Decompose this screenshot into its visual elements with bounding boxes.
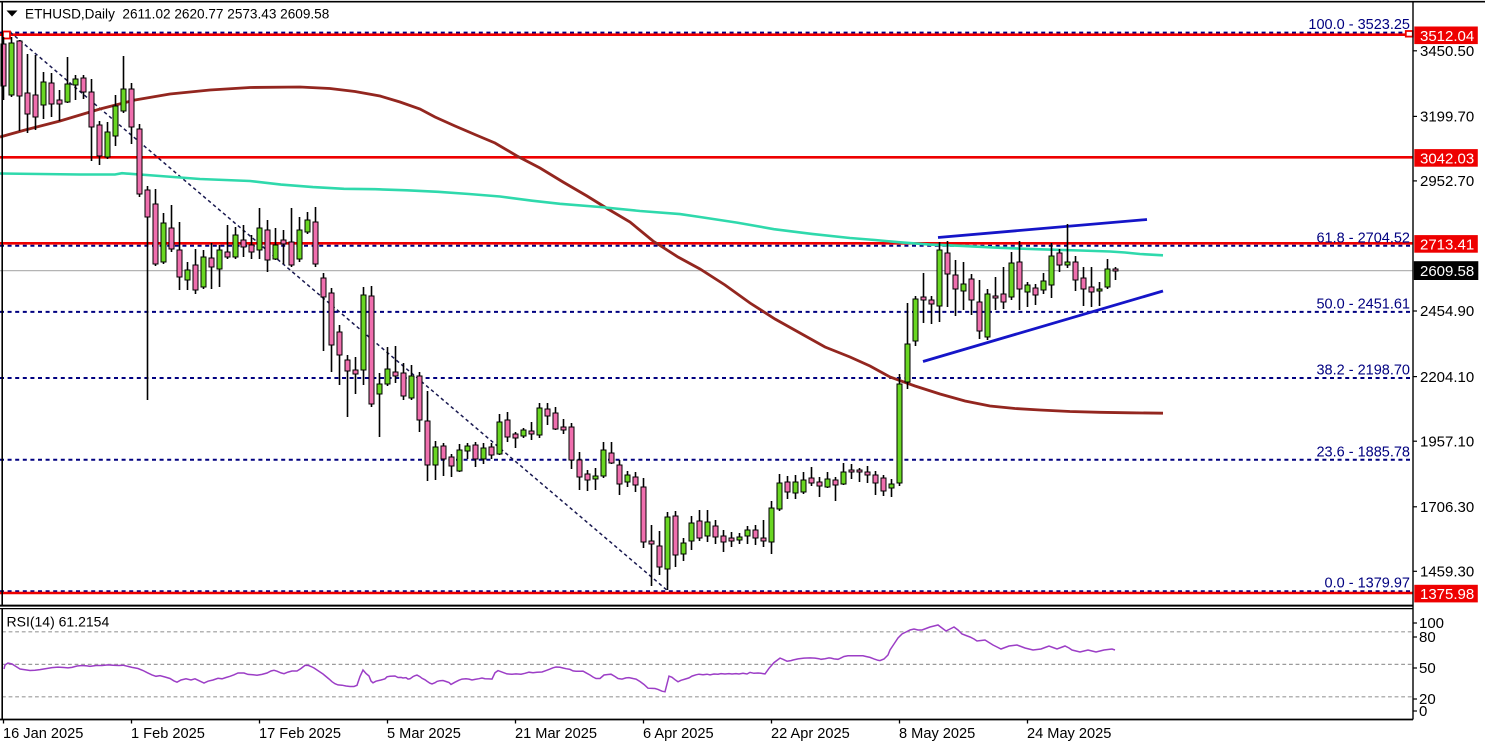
svg-text:2713.41: 2713.41 xyxy=(1420,237,1474,254)
svg-text:2609.58: 2609.58 xyxy=(1420,263,1474,280)
svg-text:3512.04: 3512.04 xyxy=(1420,28,1474,45)
svg-text:3042.03: 3042.03 xyxy=(1420,151,1474,168)
svg-text:1957.10: 1957.10 xyxy=(1420,433,1474,450)
svg-text:2454.90: 2454.90 xyxy=(1420,303,1474,320)
svg-text:6 Apr 2025: 6 Apr 2025 xyxy=(643,726,714,742)
svg-text:1459.30: 1459.30 xyxy=(1420,564,1474,581)
svg-text:80: 80 xyxy=(1419,629,1436,646)
svg-text:1375.98: 1375.98 xyxy=(1420,586,1474,603)
svg-text:24 May 2025: 24 May 2025 xyxy=(1027,726,1111,742)
svg-text:20: 20 xyxy=(1419,691,1436,708)
svg-text:1 Feb 2025: 1 Feb 2025 xyxy=(131,726,205,742)
svg-text:0.0 - 1379.97: 0.0 - 1379.97 xyxy=(1325,576,1410,592)
svg-text:2204.10: 2204.10 xyxy=(1420,369,1474,386)
svg-text:100: 100 xyxy=(1419,615,1444,632)
svg-text:5 Mar 2025: 5 Mar 2025 xyxy=(387,726,461,742)
svg-text:3450.50: 3450.50 xyxy=(1420,43,1474,60)
svg-text:100.0 - 3523.25: 100.0 - 3523.25 xyxy=(1308,17,1410,33)
svg-text:50: 50 xyxy=(1419,660,1436,677)
svg-text:17 Feb 2025: 17 Feb 2025 xyxy=(259,726,341,742)
svg-text:3199.70: 3199.70 xyxy=(1420,109,1474,126)
svg-text:RSI(14) 61.2154: RSI(14) 61.2154 xyxy=(7,614,110,630)
svg-text:1706.30: 1706.30 xyxy=(1420,499,1474,516)
svg-text:2952.70: 2952.70 xyxy=(1420,173,1474,190)
svg-text:23.6 - 1885.78: 23.6 - 1885.78 xyxy=(1316,444,1410,460)
svg-text:16 Jan 2025: 16 Jan 2025 xyxy=(3,726,83,742)
svg-text:22 Apr 2025: 22 Apr 2025 xyxy=(771,726,850,742)
svg-text:38.2 - 2198.70: 38.2 - 2198.70 xyxy=(1316,363,1410,379)
svg-text:21 Mar 2025: 21 Mar 2025 xyxy=(515,726,597,742)
svg-text:8 May 2025: 8 May 2025 xyxy=(899,726,975,742)
svg-text:0: 0 xyxy=(1419,703,1427,720)
svg-text:ETHUSD,Daily 2611.02 2620.77: ETHUSD,Daily 2611.02 2620.77 2573.43 260… xyxy=(25,7,329,22)
svg-text:61.8 - 2704.52: 61.8 - 2704.52 xyxy=(1316,230,1410,246)
svg-text:50.0 - 2451.61: 50.0 - 2451.61 xyxy=(1316,296,1410,312)
